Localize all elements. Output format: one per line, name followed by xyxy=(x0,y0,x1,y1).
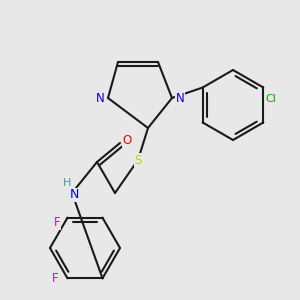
Text: F: F xyxy=(52,272,59,285)
Text: N: N xyxy=(69,188,79,202)
Text: O: O xyxy=(122,134,132,148)
Text: N: N xyxy=(96,92,104,104)
Text: Cl: Cl xyxy=(266,94,277,104)
Text: S: S xyxy=(134,154,142,166)
Text: N: N xyxy=(176,92,184,104)
Text: H: H xyxy=(63,178,71,188)
Text: F: F xyxy=(54,216,61,229)
